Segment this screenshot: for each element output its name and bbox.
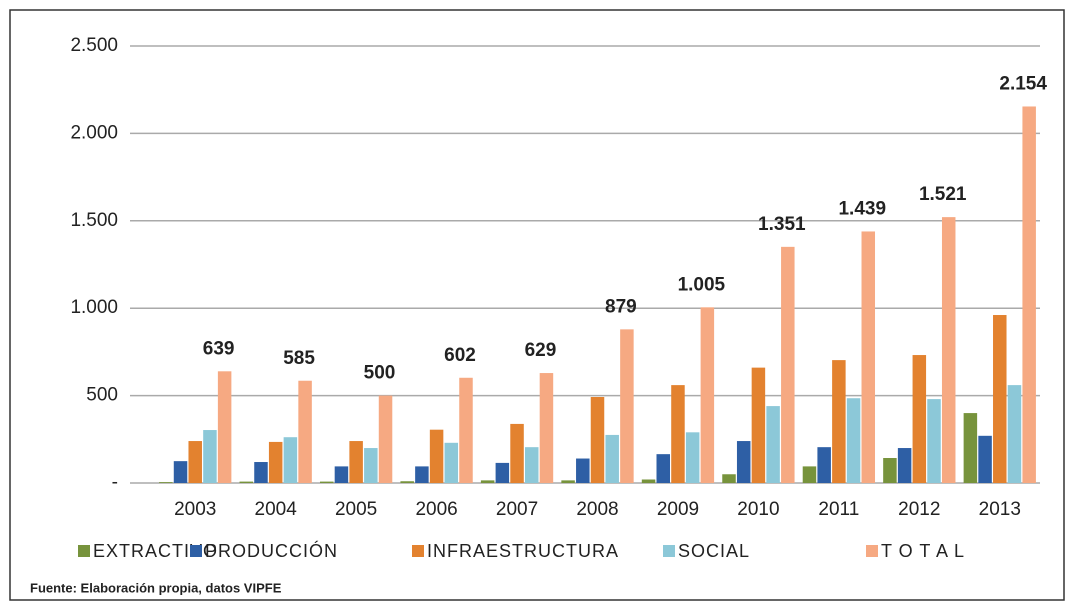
legend-label: T O T A L: [881, 541, 965, 561]
bar: [700, 307, 715, 483]
bar: [1022, 106, 1036, 483]
bar: [897, 448, 912, 483]
data-label: 629: [525, 340, 557, 361]
bar: [539, 373, 554, 483]
bar: [239, 481, 254, 483]
data-label: 585: [283, 348, 315, 369]
bar: [993, 315, 1007, 483]
bar: [751, 367, 766, 483]
legend-swatch: [663, 545, 675, 557]
bar: [298, 380, 312, 483]
bar: [722, 474, 736, 483]
legend-label: EXTRACTIVO: [93, 541, 218, 561]
bar: [378, 395, 393, 483]
bar: [415, 466, 429, 483]
data-label: 879: [605, 296, 637, 317]
bar: [576, 458, 590, 483]
x-tick-label: 2007: [496, 499, 538, 520]
bar: [736, 441, 751, 483]
bar: [1007, 385, 1022, 483]
frame: [9, 9, 1065, 601]
x-tick-label: 2004: [255, 499, 298, 520]
data-label: 639: [203, 338, 235, 359]
legend-label: INFRAESTRUCTURA: [427, 541, 619, 561]
bar: [203, 430, 217, 483]
x-tick-label: 2009: [657, 499, 699, 520]
bar: [364, 448, 378, 483]
x-tick-label: 2008: [576, 499, 618, 520]
x-tick-label: 2013: [979, 499, 1021, 520]
bar: [334, 466, 349, 483]
x-tick-label: 2012: [898, 499, 940, 520]
legend-swatch: [190, 545, 202, 557]
bar: [817, 447, 831, 483]
bar: [685, 432, 700, 483]
data-label: 2.154: [999, 73, 1047, 94]
bar: [620, 329, 634, 483]
legend-swatch: [412, 545, 424, 557]
x-tick-label: 2006: [415, 499, 457, 520]
data-label: 1.351: [758, 214, 806, 235]
source: Fuente: Elaboración propia, datos VIPFE: [30, 580, 282, 595]
bar: [400, 481, 414, 483]
bar: [268, 441, 283, 483]
y-tick-label: 2.500: [70, 35, 118, 56]
y-tick-label: 1.500: [70, 210, 118, 231]
bar: [480, 480, 495, 483]
bar: [510, 423, 524, 483]
bar: [349, 441, 363, 483]
bar: [254, 462, 268, 483]
bar: [459, 377, 473, 483]
x-tick-label: 2003: [174, 499, 216, 520]
bar: [832, 360, 846, 483]
data-label: 602: [444, 345, 476, 366]
data-label: 1.521: [919, 184, 967, 205]
bar: [283, 437, 298, 483]
bar: [861, 231, 876, 483]
bar: [978, 435, 992, 483]
bar: [641, 479, 656, 483]
x-tick-label: 2010: [737, 499, 779, 520]
bar: [671, 385, 685, 483]
y-tick-label: -: [112, 472, 118, 493]
bar: [802, 466, 817, 483]
bar: [159, 482, 173, 483]
bar: [656, 454, 671, 483]
legend-label: SOCIAL: [678, 541, 750, 561]
data-label: 1.439: [838, 198, 886, 219]
y-tick-label: 2.000: [70, 122, 118, 143]
bar: [883, 458, 897, 483]
y-tick-label: 1.000: [70, 297, 118, 318]
bar: [495, 462, 510, 483]
bar: [846, 398, 861, 483]
bar: [766, 406, 780, 483]
x-tick-label: 2005: [335, 499, 377, 520]
bar: [963, 413, 978, 483]
bar: [429, 429, 444, 483]
legend-label: PRODUCCIÓN: [205, 540, 338, 561]
bar: [319, 481, 334, 483]
bar: [941, 217, 956, 483]
bar: [217, 371, 232, 483]
legend-swatch: [866, 545, 878, 557]
bar: [605, 434, 619, 483]
bar: [781, 246, 795, 483]
x-tick-label: 2011: [818, 499, 859, 520]
bar: [927, 399, 941, 483]
legend-swatch: [78, 545, 90, 557]
y-tick-label: 500: [86, 385, 118, 406]
bar: [561, 480, 575, 483]
bar: [524, 447, 539, 483]
bar: [188, 441, 202, 483]
bar: [444, 442, 459, 483]
bar: [590, 396, 605, 483]
data-label: 500: [364, 363, 396, 384]
bar: [912, 355, 927, 483]
bar: [173, 461, 188, 483]
data-label: 1.005: [678, 274, 726, 295]
